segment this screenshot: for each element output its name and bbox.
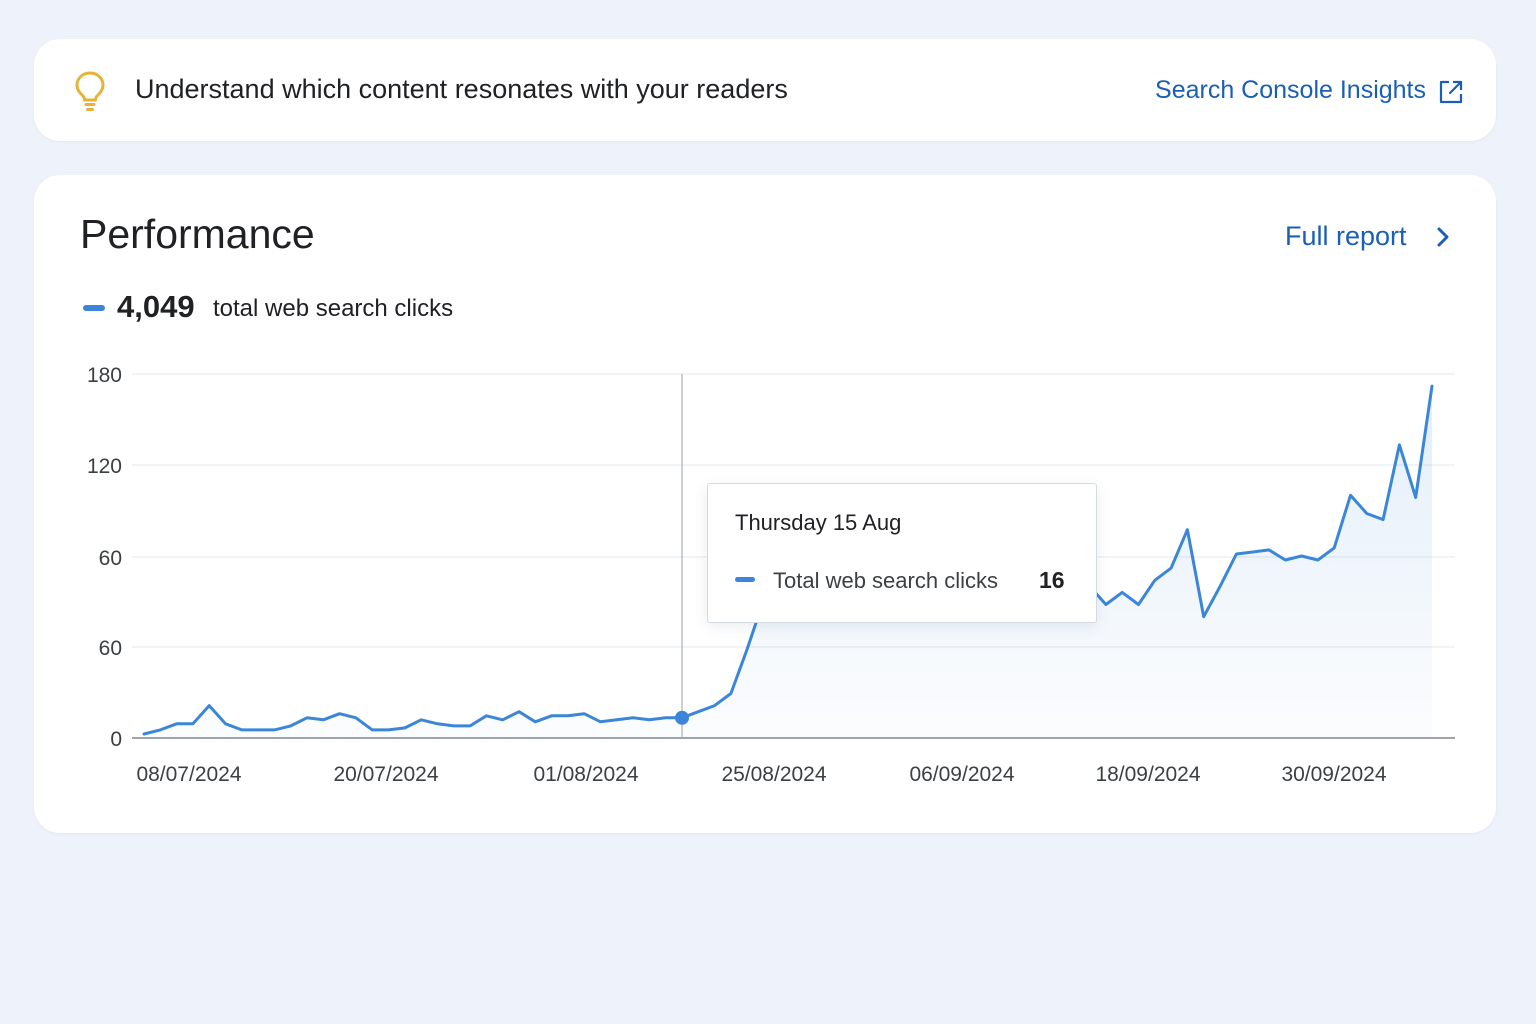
y-tick-label: 120 <box>87 455 122 478</box>
data-point <box>1267 548 1271 552</box>
data-point <box>550 714 554 718</box>
data-point <box>1397 443 1401 447</box>
data-point <box>305 716 309 720</box>
data-point <box>1120 590 1124 594</box>
page-title: Performance <box>80 211 315 257</box>
data-point <box>1104 603 1108 607</box>
data-point <box>370 728 374 732</box>
data-point <box>158 728 162 732</box>
data-point <box>321 718 325 722</box>
data-point <box>435 722 439 726</box>
data-point <box>338 712 342 716</box>
data-point <box>207 704 211 708</box>
tooltip-series-label: Total web search clicks <box>773 568 998 593</box>
data-point <box>1218 584 1222 588</box>
series-area <box>144 386 1432 738</box>
highlighted-point <box>675 710 690 725</box>
x-tick-label: 06/09/2024 <box>909 763 1014 786</box>
chart-tooltip: Thursday 15 Aug Total web search clicks … <box>707 483 1097 623</box>
search-console-insights-link[interactable]: Search Console Insights <box>1155 76 1426 104</box>
data-point <box>1365 512 1369 516</box>
data-point <box>240 728 244 732</box>
data-point <box>1202 615 1206 619</box>
data-point <box>272 728 276 732</box>
x-tick-label: 01/08/2024 <box>533 763 638 786</box>
data-point <box>289 724 293 728</box>
data-point <box>533 720 537 724</box>
tooltip-value: 16 <box>1039 567 1065 593</box>
data-point <box>1430 384 1434 388</box>
data-point <box>1153 578 1157 582</box>
data-point <box>1137 603 1141 607</box>
data-point <box>354 716 358 720</box>
data-point <box>729 692 733 696</box>
x-tick-label: 30/09/2024 <box>1281 763 1386 786</box>
x-tick-label: 18/09/2024 <box>1095 763 1200 786</box>
data-point <box>224 722 228 726</box>
data-point <box>142 732 146 736</box>
data-point <box>599 720 603 724</box>
x-tick-label: 25/08/2024 <box>721 763 826 786</box>
data-point <box>1316 558 1320 562</box>
data-point <box>582 712 586 716</box>
data-point <box>1283 558 1287 562</box>
lightbulb-icon <box>75 71 105 111</box>
data-point <box>484 714 488 718</box>
data-point <box>615 718 619 722</box>
data-point <box>1234 552 1238 556</box>
y-tick-label: 180 <box>87 364 122 387</box>
x-tick-label: 20/07/2024 <box>333 763 438 786</box>
data-point <box>387 728 391 732</box>
data-point <box>501 718 505 722</box>
legend-swatch <box>83 305 105 311</box>
data-point <box>191 722 195 726</box>
full-report-link[interactable]: Full report <box>1285 221 1407 251</box>
y-tick-label: 0 <box>110 728 122 751</box>
data-point <box>664 716 668 720</box>
data-point <box>256 728 260 732</box>
data-point <box>517 710 521 714</box>
data-point <box>1300 554 1304 558</box>
data-point <box>566 714 570 718</box>
data-point <box>745 647 749 651</box>
chevron-right-icon[interactable] <box>1431 224 1455 250</box>
y-tick-label: 60 <box>99 547 122 570</box>
data-point <box>631 716 635 720</box>
data-point <box>419 718 423 722</box>
data-point <box>1251 550 1255 554</box>
data-point <box>468 724 472 728</box>
tooltip-date: Thursday 15 Aug <box>735 510 902 535</box>
data-point <box>452 724 456 728</box>
data-point <box>1414 495 1418 499</box>
insight-banner <box>34 39 1496 141</box>
tooltip-swatch <box>735 577 755 582</box>
y-tick-label: 60 <box>99 637 122 660</box>
open-in-new-icon[interactable] <box>1437 78 1465 106</box>
data-point <box>647 718 651 722</box>
data-point <box>696 710 700 714</box>
data-point <box>1169 566 1173 570</box>
data-point <box>1185 528 1189 532</box>
insight-text: Understand which content resonates with … <box>135 74 788 104</box>
data-point <box>403 726 407 730</box>
data-point <box>175 722 179 726</box>
total-clicks-value: 4,049 <box>117 289 195 324</box>
data-point <box>1381 518 1385 522</box>
data-point <box>713 704 717 708</box>
data-point <box>1332 546 1336 550</box>
data-point <box>1348 493 1352 497</box>
total-clicks-label: total web search clicks <box>213 295 454 322</box>
x-tick-label: 08/07/2024 <box>136 763 241 786</box>
